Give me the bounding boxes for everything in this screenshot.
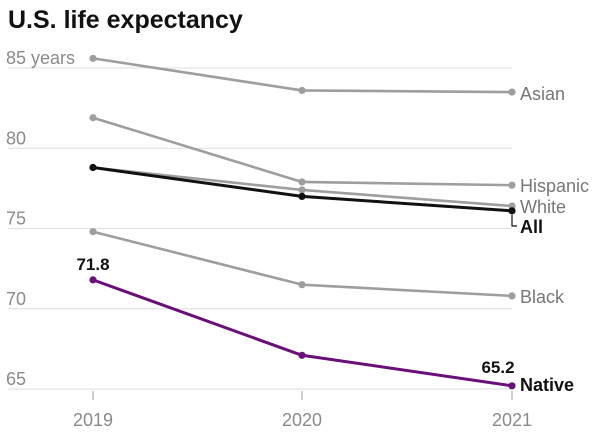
series-line-native xyxy=(92,278,513,388)
data-point-native xyxy=(89,276,97,284)
y-tick-label: 75 xyxy=(6,209,26,229)
data-point-asian xyxy=(508,88,516,96)
value-annotation: 65.2 xyxy=(481,358,514,377)
grid-layer: 65 70 75 80 85 years 2019 2020 2021 xyxy=(6,48,532,430)
data-point-black xyxy=(89,228,97,236)
data-point-white xyxy=(298,186,306,194)
series-label-asian: Asian xyxy=(520,84,565,104)
series-label-hispanic: Hispanic xyxy=(520,176,589,196)
x-tick-label: 2019 xyxy=(73,410,113,430)
x-tick-label: 2021 xyxy=(492,410,532,430)
data-point-black xyxy=(298,281,306,289)
data-point-native xyxy=(298,351,306,359)
series-label-black: Black xyxy=(520,287,565,307)
y-tick-label: 85 years xyxy=(6,48,75,68)
y-tick-label: 80 xyxy=(6,128,26,148)
data-point-all xyxy=(89,163,97,172)
series-label-white: White xyxy=(520,197,566,217)
data-point-hispanic xyxy=(89,114,97,122)
x-tick-label: 2020 xyxy=(282,410,322,430)
data-point-asian xyxy=(298,86,306,95)
series-label-native: Native xyxy=(520,375,574,395)
series-label-all: All xyxy=(520,217,543,237)
y-tick-label: 65 xyxy=(6,369,26,389)
all-label-leader xyxy=(511,214,517,227)
data-point-hispanic xyxy=(508,181,516,189)
data-point-hispanic xyxy=(298,178,306,186)
data-point-all xyxy=(508,207,516,215)
data-point-asian xyxy=(89,54,97,62)
data-point-black xyxy=(508,292,516,300)
series-layer xyxy=(89,54,516,390)
value-annotation: 71.8 xyxy=(76,255,109,274)
data-point-native xyxy=(508,382,516,390)
chart-title: U.S. life expectancy xyxy=(8,6,243,34)
data-point-all xyxy=(298,192,306,200)
y-tick-label: 70 xyxy=(6,289,26,309)
